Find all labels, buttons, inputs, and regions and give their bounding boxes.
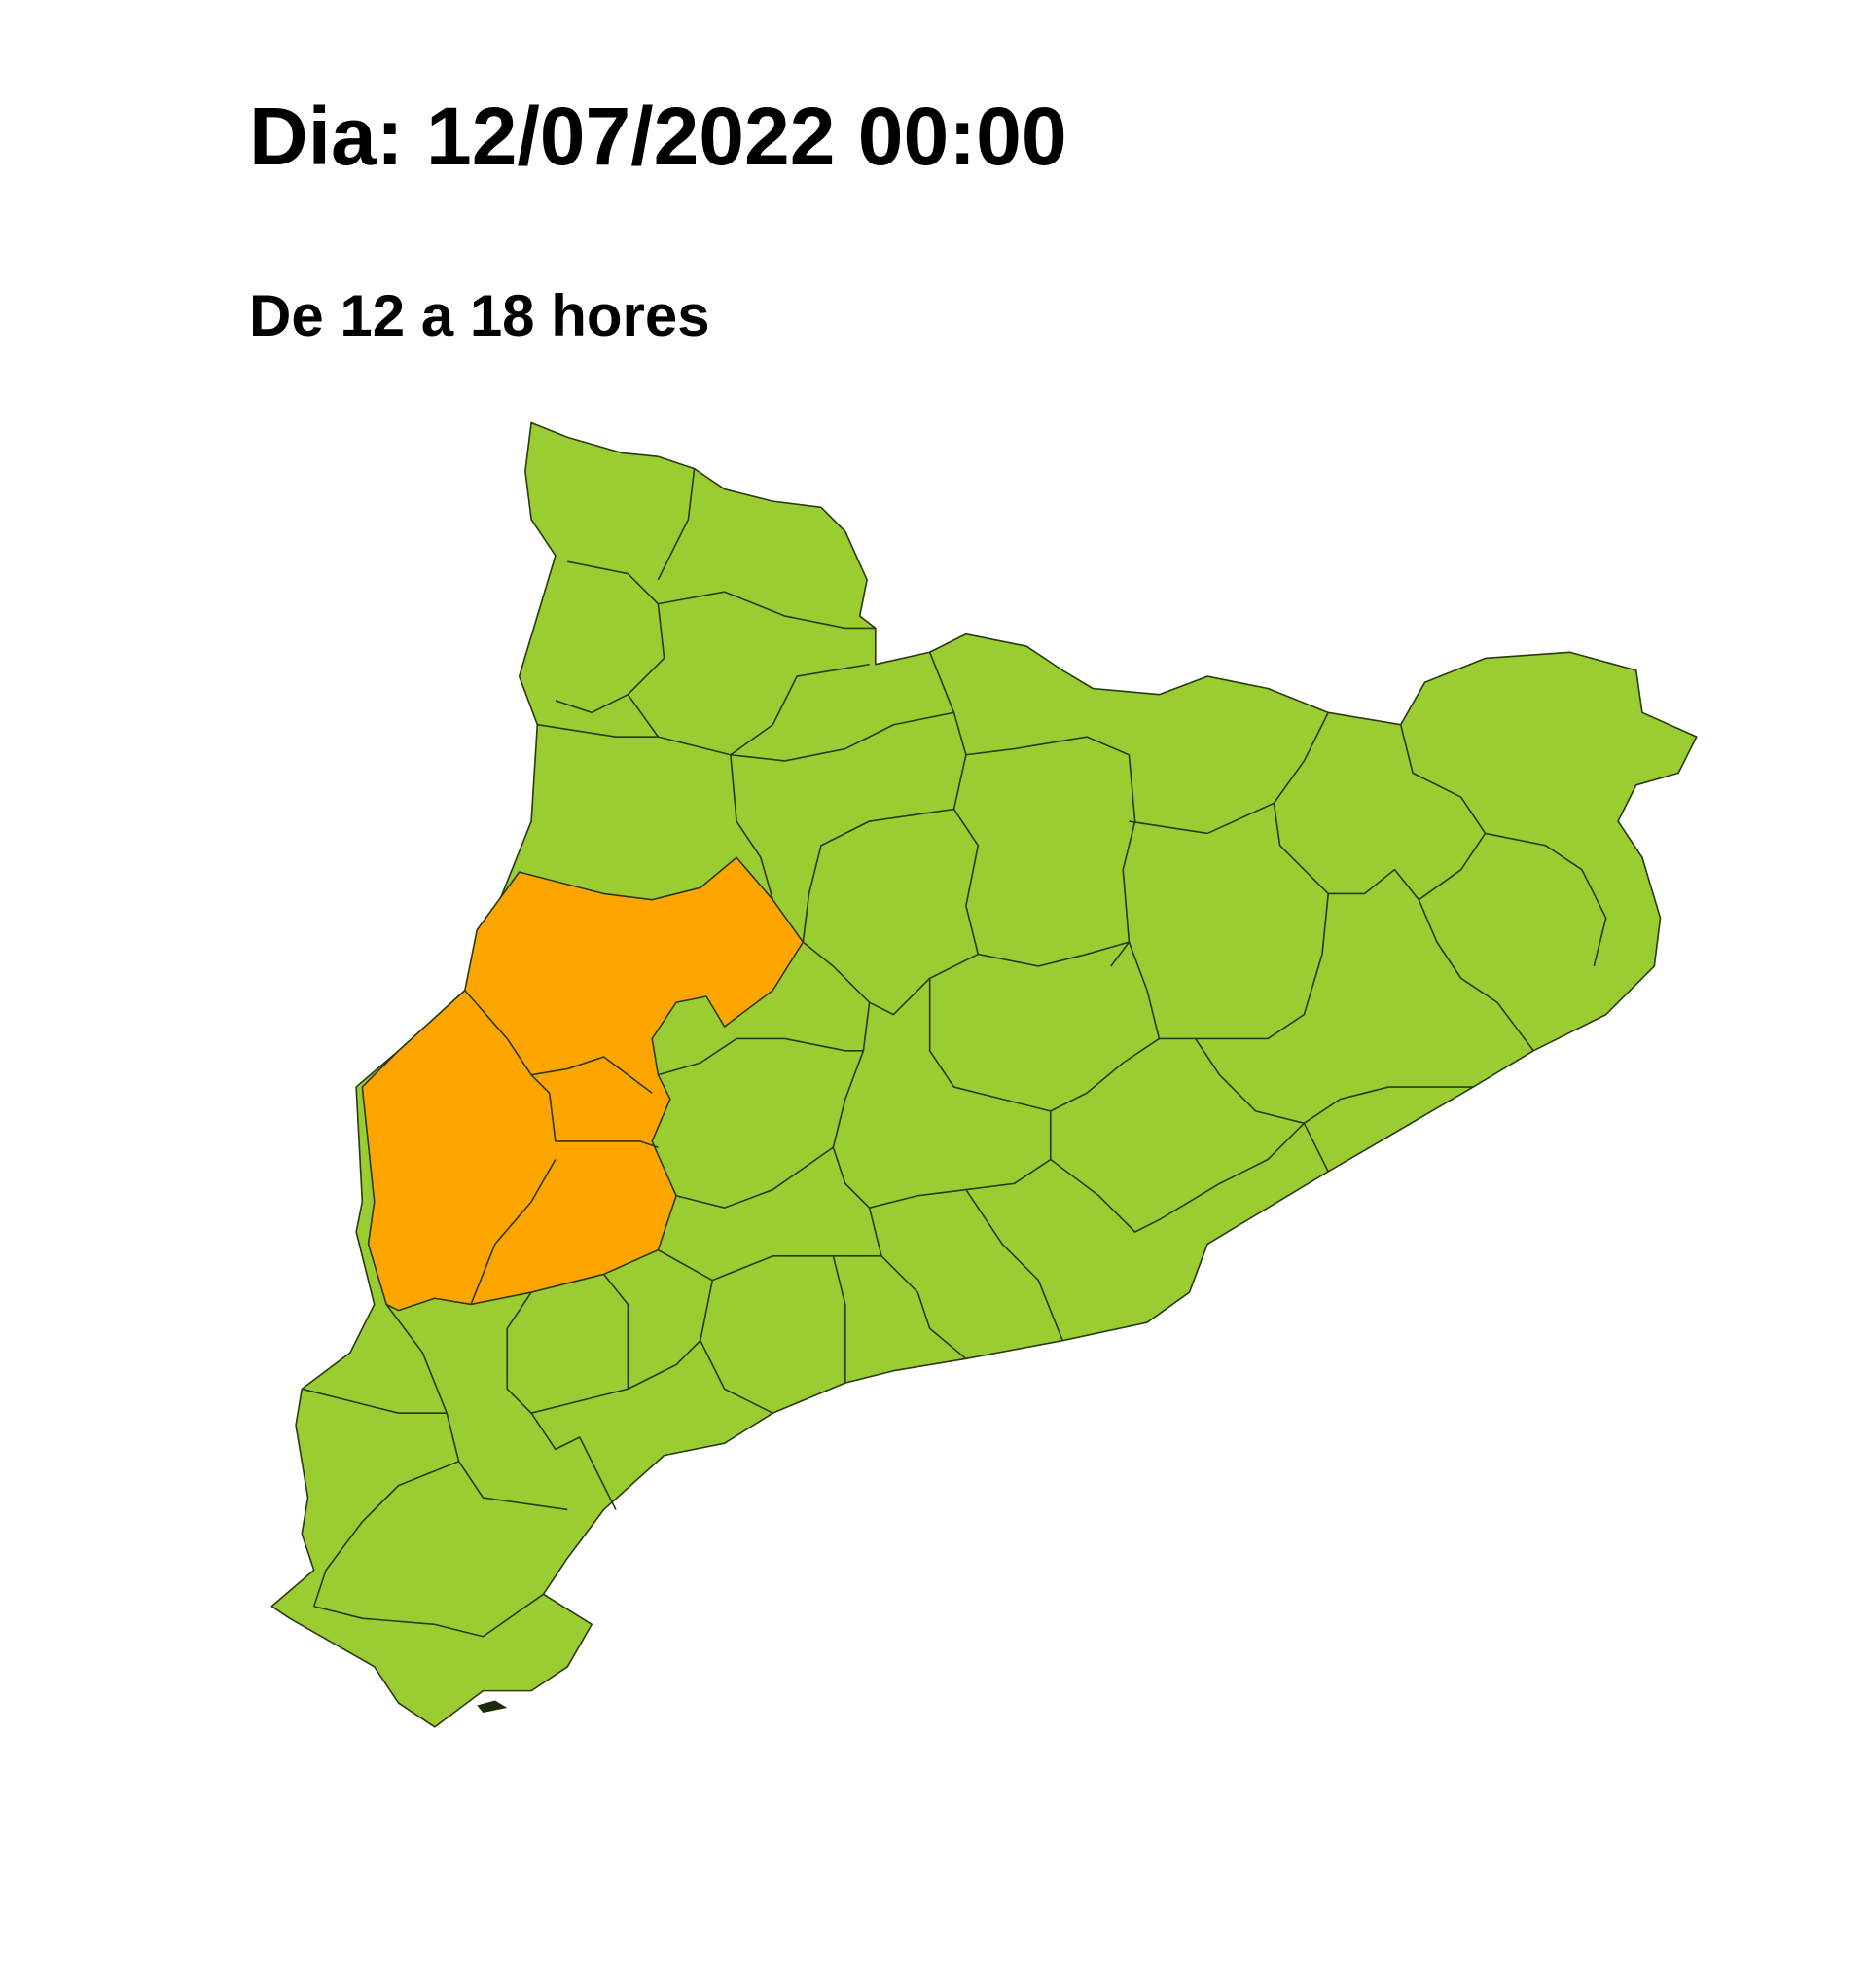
region-orange-area	[361, 856, 805, 1312]
delta-lagoon	[477, 1700, 508, 1713]
date-title: Dia: 12/07/2022 00:00	[249, 90, 1067, 182]
region-green-area	[270, 421, 1698, 1728]
time-range-subtitle: De 12 a 18 hores	[249, 283, 710, 348]
district-borders	[302, 468, 1607, 1638]
